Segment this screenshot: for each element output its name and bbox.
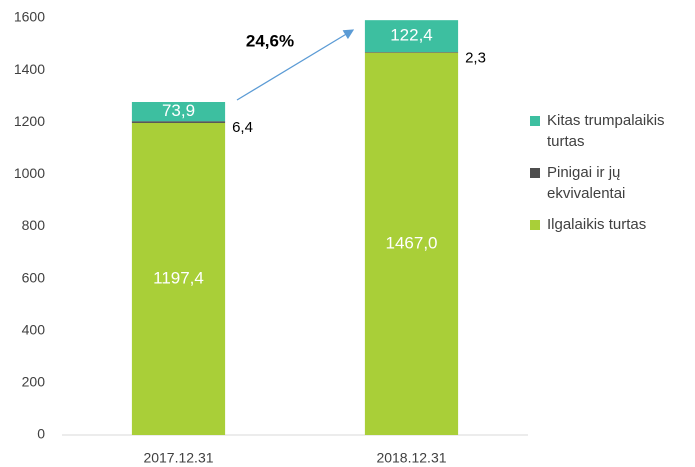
y-tick-label: 800 [22,217,46,233]
bar-segment [131,101,226,122]
value-label: 73,9 [162,101,195,120]
legend-swatch [530,220,540,230]
y-tick-label: 400 [22,321,46,337]
y-tick-label: 0 [37,426,45,442]
legend-entry: Pinigai ir jų ekvivalentai [530,162,695,204]
y-tick-label: 200 [22,374,46,390]
y-tick-label: 1400 [14,61,45,77]
value-label: 6,4 [232,119,253,136]
x-tick-label: 2017.12.31 [143,450,213,466]
y-tick-label: 1600 [14,9,45,25]
bar-segment [131,121,226,123]
annotation: 24,6% [246,31,294,50]
legend-label: Ilgalaikis turtas [547,216,647,233]
y-tick-label: 1000 [14,165,45,181]
y-tick-label: 1200 [14,113,45,129]
bar-segment [364,52,459,436]
legend-label: Kitas trumpalaikis turtas [547,112,665,150]
bar-segment [364,20,459,53]
value-label: 122,4 [390,26,433,45]
legend-swatch [530,116,540,126]
bar-segment [131,122,226,436]
growth-arrow [236,29,355,101]
legend-swatch [530,168,540,178]
legend: Kitas trumpalaikis turtas Pinigai ir jų e… [530,110,695,235]
value-label: 1467,0 [386,233,438,252]
y-tick-label: 600 [22,269,46,285]
legend-entry: Ilgalaikis turtas [530,214,695,235]
legend-label: Pinigai ir jų ekvivalentai [547,164,626,202]
value-label: 2,3 [465,49,486,66]
bar-segment [364,52,459,53]
x-tick-label: 2018.12.31 [376,450,446,466]
legend-entry: Kitas trumpalaikis turtas [530,110,695,152]
value-label: 1197,4 [153,268,204,287]
